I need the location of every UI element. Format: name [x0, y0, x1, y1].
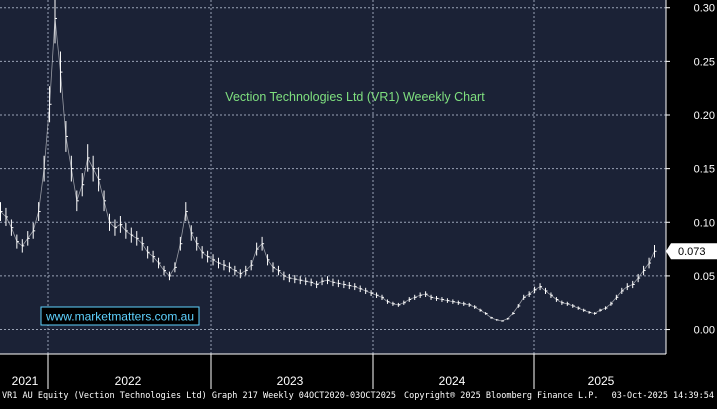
plot-area: [0, 0, 666, 354]
price-line: [0, 18, 655, 322]
x-tick-label: 2024: [439, 374, 466, 388]
footer-timestamp: 03-Oct-2025 14:39:54: [611, 391, 714, 401]
x-tick-label: 2023: [277, 374, 304, 388]
y-tick-label: 0.05: [694, 271, 715, 283]
y-axis-area: [666, 0, 717, 389]
footer-copyright: Copyright® 2025 Bloomberg Finance L.P.: [404, 391, 599, 401]
grid-lines: [0, 0, 666, 354]
y-tick-label: 0.10: [694, 217, 715, 229]
y-tick-label: 0.20: [694, 110, 715, 122]
footer-bar: VR1 AU Equity (Vection Technologies Ltd)…: [0, 389, 717, 404]
price-series: [0, 0, 657, 322]
x-tick-label: 2022: [115, 374, 142, 388]
y-tick-label: 0.25: [694, 56, 715, 68]
x-axis-area: [0, 354, 717, 389]
y-axis-ticks: 0.00 0.05 0.10 0.15 0.20 0.25 0.30: [665, 0, 715, 354]
watermark-box: www.marketmatters.com.au: [40, 306, 200, 326]
footer-security-info: VR1 AU Equity (Vection Technologies Ltd)…: [2, 391, 397, 401]
x-tick-label: 2021: [12, 374, 39, 388]
x-tick-label: 2025: [588, 374, 615, 388]
y-tick-label: 0.15: [694, 164, 715, 176]
x-axis-ticks: 2021 2022 2023 2024 2025: [0, 353, 666, 389]
watermark-text: www.marketmatters.com.au: [45, 310, 194, 324]
y-tick-label: 0.30: [694, 3, 715, 15]
y-tick-label: 0.00: [694, 325, 715, 337]
chart-title: Vection Technologies Ltd (VR1) Weeekly C…: [225, 90, 485, 104]
last-price-label: 0.073: [678, 246, 706, 258]
last-price-marker: 0.073: [666, 243, 717, 260]
